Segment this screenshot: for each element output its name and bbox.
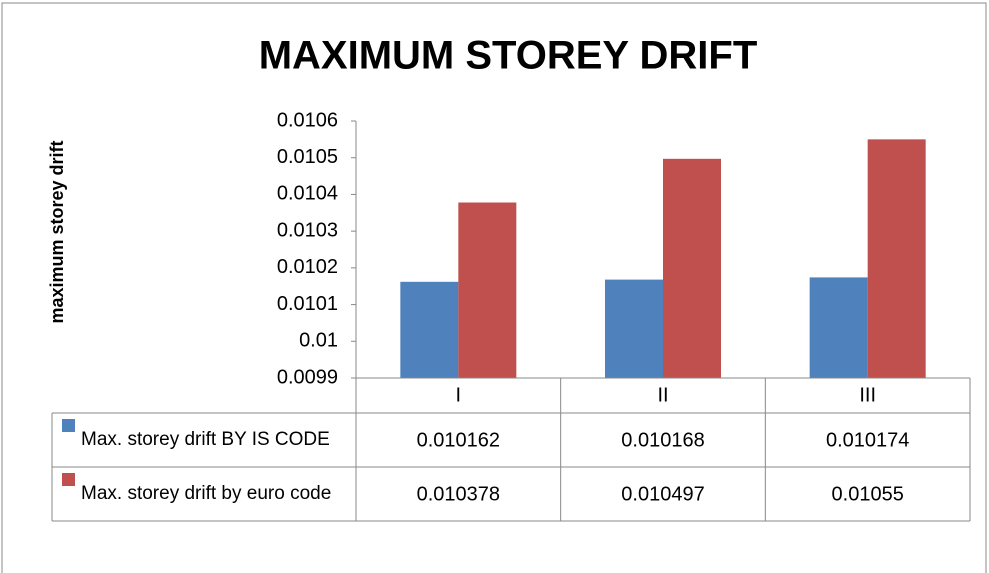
- legend-entry: Max. storey drift BY IS CODE: [52, 413, 356, 467]
- bar: [809, 277, 868, 378]
- bar: [458, 202, 517, 378]
- y-tick-label: 0.0103: [277, 219, 338, 241]
- bar: [605, 279, 663, 378]
- legend-swatch: [62, 419, 75, 432]
- table-value: 0.010162: [417, 429, 500, 451]
- bar: [867, 139, 926, 378]
- y-axis-label: maximum storey drift: [47, 140, 67, 323]
- bar: [400, 281, 459, 378]
- x-tick-label: III: [859, 384, 876, 406]
- table-value: 0.010168: [621, 429, 704, 451]
- y-tick-label: 0.0105: [277, 146, 338, 168]
- y-tick-label: 0.0099: [277, 366, 338, 388]
- table-value: 0.01055: [832, 483, 904, 505]
- legend-swatch: [62, 473, 75, 486]
- chart-title: MAXIMUM STOREY DRIFT: [259, 34, 758, 78]
- legend-label: Max. storey drift BY IS CODE: [81, 429, 330, 450]
- x-tick-label: I: [456, 384, 462, 406]
- table-value: 0.010497: [621, 483, 704, 505]
- y-tick-label: 0.0104: [277, 183, 338, 205]
- y-tick-label: 0.0106: [277, 109, 338, 131]
- table-value: 0.010378: [417, 483, 500, 505]
- legend-label: Max. storey drift by euro code: [81, 483, 332, 504]
- y-tick-label: 0.0101: [277, 293, 338, 315]
- x-tick-label: II: [657, 384, 668, 406]
- legend-entry: Max. storey drift by euro code: [52, 467, 356, 521]
- y-tick-label: 0.0102: [277, 256, 338, 278]
- table-value: 0.010174: [826, 429, 909, 451]
- bar: [663, 158, 721, 378]
- y-tick-label: 0.01: [299, 330, 338, 352]
